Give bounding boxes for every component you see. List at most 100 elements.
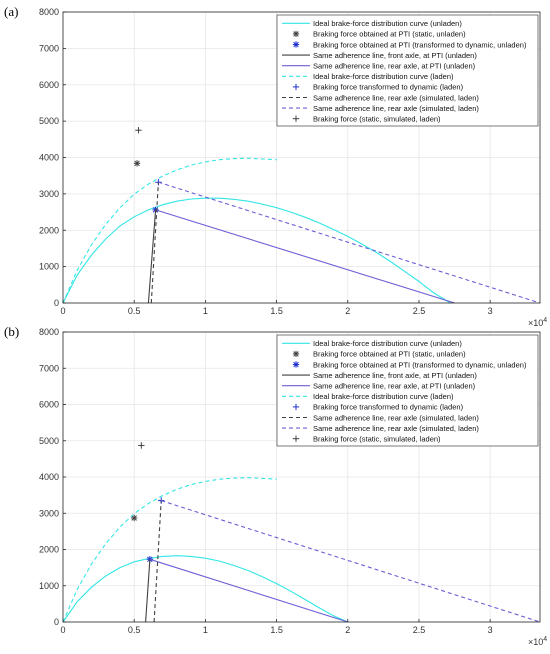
legend-label: Ideal brake-force distribution curve (la…	[313, 72, 454, 81]
y-tick-label: 2000	[39, 545, 59, 555]
y-tick-label: 5000	[39, 436, 59, 446]
series-line-3	[145, 559, 151, 623]
legend-box	[276, 14, 539, 127]
legend-item: Braking force transformed to dynamic (la…	[292, 83, 464, 92]
legend-label: Same adherence line, rear axle (simulate…	[313, 413, 479, 422]
legend: Ideal brake-force distribution curve (un…	[276, 334, 539, 447]
legend-item: Braking force transformed to dynamic (la…	[292, 403, 464, 412]
x-axis-multiplier: ×104	[528, 317, 547, 328]
legend-item: Braking force obtained at PTI (transform…	[292, 40, 527, 49]
series-line-3	[147, 209, 157, 304]
legend-item: Same adherence line, rear axle (simulate…	[282, 93, 479, 102]
legend-label: Same adherence line, rear axle, at PTI (…	[313, 382, 476, 391]
y-tick-label: 1000	[39, 581, 59, 591]
legend-item: Braking force obtained at PTI (transform…	[292, 360, 527, 369]
x-axis-multiplier-exponent: 4	[543, 636, 547, 643]
x-tick-label: 2	[345, 625, 350, 635]
series-line-7	[153, 500, 162, 623]
chart-panel-b: 0 0.5 1 1.5 2 2.5 3 0 1000 2000 3000 4000 5000 6000 70…	[4, 324, 547, 647]
x-tick-label: 2	[345, 306, 350, 316]
legend-label: Ideal brake-force distribution curve (un…	[313, 339, 462, 348]
data-point-marker	[138, 442, 145, 449]
legend-label: Same adherence line, rear axle (simulate…	[313, 424, 479, 433]
legend-label: Braking force obtained at PTI (static, u…	[313, 350, 466, 359]
y-tick-label: 6000	[39, 80, 59, 90]
series-line-0	[62, 197, 451, 304]
y-tick-label: 8000	[39, 7, 59, 17]
legend-label: Same adherence line, rear axle, at PTI (…	[313, 62, 476, 71]
x-tick-label: 2.5	[413, 625, 426, 635]
legend-item: Braking force (static, simulated, laden)	[292, 435, 441, 444]
legend-item: Ideal brake-force distribution curve (un…	[282, 19, 462, 28]
legend-item: Same adherence line, rear axle, at PTI (…	[282, 382, 476, 391]
legend-marker	[292, 41, 300, 48]
x-tick-label: 1.5	[270, 306, 283, 316]
legend-label: Same adherence line, rear axle (simulate…	[313, 104, 479, 113]
x-tick-label: 3	[488, 306, 493, 316]
series-line-8	[158, 181, 541, 304]
panel-label: (a)	[4, 4, 18, 19]
legend-item: Ideal brake-force distribution curve (la…	[282, 72, 454, 81]
data-point-marker	[135, 127, 142, 134]
y-tick-label: 0	[54, 617, 59, 627]
series-line-8	[161, 500, 541, 623]
legend-item: Braking force obtained at PTI (static, u…	[292, 30, 466, 39]
y-tick-label: 8000	[39, 327, 59, 337]
y-tick-label: 3000	[39, 508, 59, 518]
y-tick-label: 6000	[39, 400, 59, 410]
legend-label: Same adherence line, front axle, at PTI …	[313, 371, 477, 380]
data-point-marker	[130, 514, 138, 522]
legend: Ideal brake-force distribution curve (un…	[276, 14, 539, 127]
y-tick-label: 1000	[39, 262, 59, 272]
x-tick-label: 0.5	[128, 306, 141, 316]
series-line-5	[62, 477, 277, 623]
x-tick-label: 3	[488, 625, 493, 635]
y-tick-label: 4000	[39, 153, 59, 163]
legend-label: Braking force obtained at PTI (static, u…	[313, 30, 466, 39]
chart-panel-a: 0 0.5 1 1.5 2 2.5 3 0 1000 2000 3000 4000 5000 6000 70…	[4, 4, 547, 328]
x-tick-label: 0	[60, 625, 65, 635]
x-tick-label: 0	[60, 306, 65, 316]
legend-label: Braking force obtained at PTI (transform…	[313, 360, 527, 369]
legend-label: Braking force obtained at PTI (transform…	[313, 40, 527, 49]
legend-label: Same adherence line, rear axle (simulate…	[313, 93, 479, 102]
y-tick-label: 2000	[39, 225, 59, 235]
series-line-4	[155, 209, 455, 304]
x-axis-multiplier-exponent: 4	[543, 317, 547, 324]
legend-label: Braking force (static, simulated, laden)	[313, 115, 441, 124]
y-tick-label: 7000	[39, 43, 59, 53]
legend-marker	[292, 83, 300, 91]
legend-item: Same adherence line, rear axle (simulate…	[282, 424, 479, 433]
series-line-0	[62, 555, 349, 623]
data-point-marker	[133, 160, 141, 167]
legend-label: Ideal brake-force distribution curve (un…	[313, 19, 462, 28]
legend-marker	[292, 30, 300, 38]
y-tick-label: 0	[54, 298, 59, 308]
legend-label: Same adherence line, front axle, at PTI …	[313, 51, 477, 60]
legend-marker	[292, 115, 300, 122]
y-tick-label: 5000	[39, 116, 59, 126]
x-tick-label: 1	[203, 306, 208, 316]
x-tick-label: 0.5	[128, 625, 141, 635]
legend-label: Braking force transformed to dynamic (la…	[313, 403, 464, 412]
legend-marker	[292, 435, 300, 442]
data-point-marker	[146, 556, 154, 563]
x-tick-label: 1.5	[270, 625, 283, 635]
series-line-4	[149, 558, 348, 623]
x-axis-multiplier: ×104	[528, 636, 547, 647]
legend-label: Braking force (static, simulated, laden)	[313, 435, 441, 444]
legend-label: Braking force transformed to dynamic (la…	[313, 83, 464, 92]
series-line-5	[62, 157, 277, 304]
legend-item: Ideal brake-force distribution curve (la…	[282, 392, 454, 401]
x-tick-label: 1	[203, 625, 208, 635]
legend-item: Same adherence line, front axle, at PTI …	[282, 51, 477, 60]
legend-marker	[292, 350, 300, 358]
legend-item: Braking force obtained at PTI (static, u…	[292, 350, 466, 359]
legend-label: Ideal brake-force distribution curve (la…	[313, 392, 454, 401]
y-tick-label: 3000	[39, 189, 59, 199]
panel-label: (b)	[4, 324, 19, 339]
legend-item: Same adherence line, front axle, at PTI …	[282, 371, 477, 380]
legend-marker	[292, 361, 300, 368]
legend-box	[276, 334, 539, 447]
